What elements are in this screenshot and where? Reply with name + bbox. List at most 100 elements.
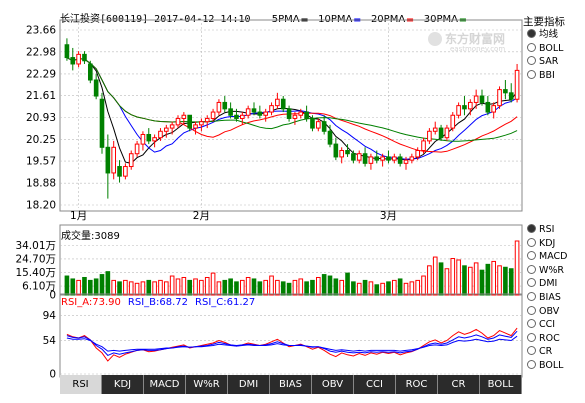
tab-rsi[interactable]: RSI: [60, 375, 102, 394]
volume-bar: [333, 278, 339, 296]
candle-body: [403, 159, 409, 164]
volume-bar: [280, 281, 286, 296]
indicator-sidebar-title: 主要指标: [523, 16, 565, 28]
volume-bar: [386, 281, 391, 296]
rsi-tick-label: 0: [49, 369, 56, 381]
volume-bar: [105, 271, 111, 296]
candle-body: [280, 98, 286, 110]
tab-cci[interactable]: CCI: [354, 375, 396, 394]
volume-bar: [397, 278, 403, 296]
candle-body: [64, 44, 70, 59]
tab-wr[interactable]: W%R: [186, 375, 228, 394]
candle-body: [263, 111, 269, 116]
volume-bar: [438, 262, 444, 296]
candle-body: [333, 143, 339, 158]
option-label: BOLL: [539, 360, 564, 371]
volume-bar: [391, 279, 397, 296]
tab-obv[interactable]: OBV: [312, 375, 354, 394]
indicator-tabs: RSI KDJ MACD W%R DMI BIAS OBV CCI ROC CR BOLL: [60, 375, 522, 395]
volume-bar: [257, 281, 263, 296]
candle-body: [70, 57, 76, 65]
chart-title: 长江投资[600119] 2017-04-12 14:10: [60, 14, 251, 25]
option-label: ROC: [539, 332, 560, 344]
sub-indicator-cci-option[interactable]: CCI: [525, 319, 583, 331]
volume-bar: [315, 276, 321, 296]
candle-body: [397, 156, 403, 164]
radio-icon: [527, 29, 536, 38]
volume-bar: [345, 272, 350, 296]
radio-icon: [527, 319, 536, 329]
tab-roc[interactable]: ROC: [396, 375, 438, 394]
tab-bias[interactable]: BIAS: [270, 375, 312, 394]
radio-icon: [527, 332, 536, 342]
candle-body: [210, 111, 216, 119]
candle-body: [321, 121, 327, 132]
main-indicator-bbi-option[interactable]: BBI: [525, 69, 583, 82]
tab-cr[interactable]: CR: [438, 375, 480, 394]
volume-bar: [204, 276, 210, 296]
candle-body: [497, 89, 502, 107]
volume-bar: [222, 279, 228, 296]
sub-indicator-bias-option[interactable]: BIAS: [525, 292, 583, 304]
option-label: KDJ: [539, 237, 556, 249]
option-label: CR: [539, 346, 553, 358]
candle-body: [152, 137, 157, 142]
tab-kdj[interactable]: KDJ: [102, 375, 144, 394]
volume-label: 成交量:3089: [61, 227, 120, 242]
radio-icon: [527, 56, 536, 66]
candle-body: [140, 133, 146, 145]
volume-bar: [175, 278, 181, 296]
rsi-series-rsi_a: [66, 327, 518, 362]
rsi-series-rsi_c: [66, 335, 518, 352]
price-tick-label: 22.98: [26, 46, 56, 58]
volume-bar: [163, 281, 169, 296]
volume-bar: [374, 284, 380, 296]
tab-dmi[interactable]: DMI: [228, 375, 270, 394]
sub-indicator-macd-option[interactable]: MACD: [525, 251, 583, 263]
volume-bar: [298, 278, 304, 296]
main-indicator-boll-option[interactable]: BOLL: [525, 42, 583, 55]
main-indicator-sar-option[interactable]: SAR: [525, 56, 583, 68]
tab-macd[interactable]: MACD: [144, 375, 186, 394]
candle-body: [99, 98, 105, 148]
sub-indicator-kdj-option[interactable]: KDJ: [525, 237, 583, 250]
sub-indicator-cr-option[interactable]: CR: [525, 346, 583, 358]
volume-bar: [111, 279, 117, 296]
candle-body: [473, 95, 479, 103]
volume-bar: [70, 278, 76, 296]
tab-boll[interactable]: BOLL: [480, 375, 522, 394]
volume-bar: [485, 263, 491, 296]
sub-indicator-obv-option[interactable]: OBV: [525, 305, 583, 318]
candle-body: [105, 146, 111, 174]
candle-body: [111, 146, 117, 174]
volume-bar: [134, 282, 140, 296]
sub-indicator-dmi-option[interactable]: DMI: [525, 278, 583, 290]
volume-bar: [321, 274, 327, 296]
candle-body: [123, 166, 128, 177]
volume-bar: [427, 265, 432, 296]
main-indicator--option[interactable]: 均线: [525, 29, 583, 41]
candle-body: [427, 130, 432, 142]
candle-body: [456, 105, 461, 116]
candle-body: [421, 140, 426, 152]
option-label: BIAS: [539, 292, 561, 303]
volume-bar: [140, 281, 146, 296]
candle-body: [415, 150, 421, 158]
sub-indicator-boll-option[interactable]: BOLL: [525, 360, 583, 372]
sub-indicator-rsi-option[interactable]: RSI: [525, 224, 583, 236]
logo-icon: [428, 31, 442, 46]
radio-icon: [527, 305, 536, 315]
ma-legend: 5PMA▬ 10PMA▬ 20PMA▬ 30PMA▬: [272, 14, 467, 25]
volume-tick-label: 6.10万: [22, 281, 56, 293]
candle-body: [286, 108, 292, 119]
volume-bar: [228, 278, 233, 296]
candle-body: [479, 95, 485, 103]
candle-body: [304, 111, 309, 119]
volume-bar: [339, 279, 345, 296]
sub-indicator-wr-option[interactable]: W%R: [525, 264, 583, 277]
volume-bar: [450, 258, 456, 296]
volume-bar: [210, 272, 216, 296]
sub-indicator-roc-option[interactable]: ROC: [525, 332, 583, 345]
price-tick-label: 18.20: [26, 200, 56, 212]
